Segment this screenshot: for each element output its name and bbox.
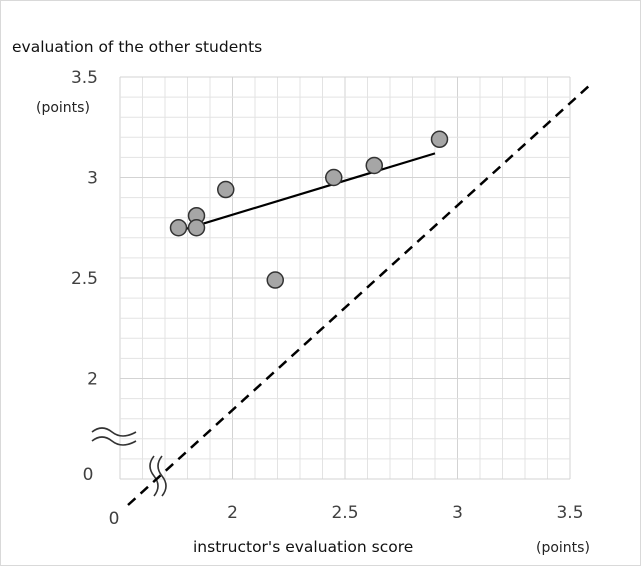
y-axis-break-mark (91, 436, 137, 446)
x-axis-break-mark (149, 455, 159, 497)
y-axis-break-mark (91, 427, 137, 437)
x-tick-labels: 2 2.5 3 3.5 (227, 503, 583, 523)
y-tick-label: 3 (87, 169, 98, 189)
data-point (430, 130, 449, 149)
reference-line (127, 84, 591, 506)
data-point (217, 180, 235, 199)
y-tick-label: 2.5 (71, 269, 98, 289)
x-axis-break-mark (157, 455, 167, 497)
data-point (266, 271, 284, 289)
reference-line-y-equals-x (127, 84, 591, 506)
x-origin-label: 0 (109, 509, 120, 529)
trend-line (175, 152, 436, 233)
data-point (325, 168, 343, 187)
x-tick-label: 3 (452, 503, 463, 523)
data-point (187, 219, 206, 237)
x-tick-label: 2.5 (331, 503, 358, 523)
y-origin-label: 0 (83, 465, 94, 485)
axis-breaks (91, 427, 167, 497)
trend-line (175, 152, 436, 233)
y-axis-title: evaluation of the other students (12, 38, 262, 56)
grid (119, 76, 571, 480)
data-points (169, 130, 449, 289)
x-tick-label: 2 (227, 503, 238, 523)
data-point (169, 219, 188, 237)
y-axis-unit: (points) (36, 100, 90, 116)
x-axis-unit: (points) (536, 540, 590, 556)
data-point (365, 156, 383, 175)
x-axis-title: instructor's evaluation score (193, 538, 413, 556)
x-tick-label: 3.5 (556, 503, 583, 523)
y-tick-label: 3.5 (71, 68, 98, 88)
y-tick-labels: 3.5 3 2.5 2 (71, 68, 98, 390)
y-tick-label: 2 (87, 370, 98, 390)
